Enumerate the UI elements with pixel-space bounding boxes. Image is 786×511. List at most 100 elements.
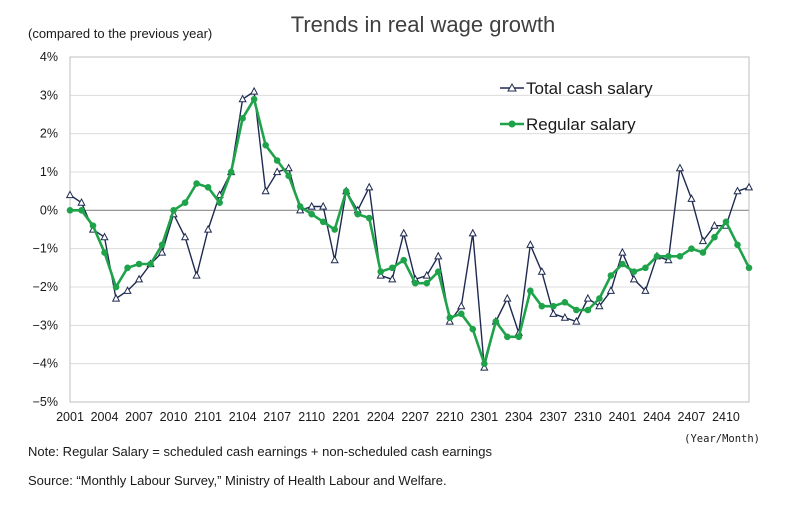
total-cash-salary-point xyxy=(77,198,86,206)
y-tick-label: 0% xyxy=(40,203,58,217)
total-cash-salary-point xyxy=(100,232,109,241)
regular-salary-point xyxy=(469,325,477,333)
regular-salary-point xyxy=(101,249,108,256)
total-cash-salary-point xyxy=(664,255,673,264)
y-tick-label: 3% xyxy=(40,88,58,102)
total-cash-salary-line xyxy=(69,90,750,369)
regular-salary-point xyxy=(285,172,292,180)
legend: Total cash salary Regular salary xyxy=(500,79,653,134)
x-tick-label: 2304 xyxy=(505,410,533,424)
y-tick-label: −2% xyxy=(33,280,58,294)
y-tick-label: −3% xyxy=(33,318,58,332)
regular-salary-point xyxy=(135,260,143,268)
regular-salary-point xyxy=(331,226,338,233)
regular-salary-point xyxy=(711,233,718,241)
x-tick-label: 2201 xyxy=(332,410,360,424)
x-tick-label: 2010 xyxy=(160,410,188,424)
x-tick-label: 2401 xyxy=(609,410,637,424)
regular-salary-point xyxy=(204,184,212,191)
total-cash-salary-point xyxy=(468,228,477,237)
regular-salary-point xyxy=(89,222,97,229)
total-cash-salary-point xyxy=(641,286,650,294)
total-cash-salary-point xyxy=(629,274,639,283)
regular-salary-point xyxy=(527,287,534,295)
regular-salary-point xyxy=(423,279,431,287)
x-tick-label: 2204 xyxy=(367,410,395,424)
chart-subtitle: (compared to the previous year) xyxy=(28,26,212,41)
x-tick-label: 2407 xyxy=(678,410,706,424)
regular-salary-point xyxy=(354,210,362,218)
total-cash-salary-point xyxy=(618,247,627,256)
regular-salary-point xyxy=(158,241,166,249)
chart-source: Source: “Monthly Labour Survey,” Ministr… xyxy=(28,473,447,488)
legend-marker-circle xyxy=(508,120,516,128)
grid-layer xyxy=(70,56,749,403)
total-cash-salary-point xyxy=(123,286,132,294)
total-cash-salary-point xyxy=(250,86,259,95)
regular-salary-point xyxy=(308,210,315,218)
regular-salary-point xyxy=(388,264,396,272)
regular-salary-point xyxy=(78,207,85,214)
total-cash-salary-point xyxy=(480,362,489,371)
regular-salary-point xyxy=(745,264,753,272)
regular-salary-point xyxy=(665,253,672,260)
total-cash-salary-point xyxy=(457,301,466,310)
total-cash-salary-point xyxy=(710,221,719,229)
regular-salary-point xyxy=(538,302,546,310)
regular-salary-point xyxy=(239,115,246,122)
regular-salary-point xyxy=(296,203,304,210)
regular-salary-point xyxy=(411,279,419,287)
regular-salary-point xyxy=(550,302,557,310)
y-tick-label: 4% xyxy=(40,50,58,64)
regular-salary-point xyxy=(170,207,177,214)
regular-salary-point xyxy=(227,168,235,176)
total-cash-salary-point xyxy=(330,255,339,264)
total-cash-salary-point xyxy=(203,224,213,233)
y-tick-label: −5% xyxy=(33,395,58,409)
regular-salary-point xyxy=(446,314,454,321)
axis-layer: 4% 3% 2% 1% 0% −1% −2% −3% −4% −5%2001 2004 2007 201… xyxy=(33,50,750,424)
total-cash-salary-point xyxy=(560,313,569,321)
regular-salary-point xyxy=(342,187,350,195)
x-tick-label: 2310 xyxy=(574,410,602,424)
total-cash-salary-point xyxy=(376,270,385,279)
total-cash-salary-point xyxy=(157,247,167,256)
legend-total-cash-salary: Total cash salary xyxy=(526,79,653,98)
regular-salary-point xyxy=(262,141,269,149)
x-tick-label: 2404 xyxy=(643,410,671,424)
y-tick-label: −4% xyxy=(33,357,58,371)
regular-salary-point xyxy=(619,260,626,268)
x-tick-label: 2104 xyxy=(229,410,257,424)
x-axis-unit-label: (Year/Month) xyxy=(684,433,760,445)
total-cash-salary-point xyxy=(365,182,374,191)
total-cash-salary-point xyxy=(687,194,696,202)
total-cash-salary-point xyxy=(537,267,546,275)
regular-salary-point xyxy=(676,253,684,260)
total-cash-salary-point xyxy=(238,94,247,103)
regular-salary-point xyxy=(607,272,615,279)
total-cash-salary-point xyxy=(192,270,201,279)
regular-salary-point xyxy=(573,306,580,314)
regular-salary-point xyxy=(181,199,189,206)
total-cash-salary-point xyxy=(399,228,408,237)
chart-note: Note: Regular Salary = scheduled cash ea… xyxy=(28,444,492,459)
y-tick-label: 1% xyxy=(40,165,58,179)
x-tick-label: 2207 xyxy=(401,410,429,424)
y-tick-label: −1% xyxy=(33,242,58,256)
regular-salary-point xyxy=(66,207,74,214)
regular-salary-point xyxy=(653,253,661,260)
x-tick-label: 2007 xyxy=(125,410,153,424)
total-cash-salary-point xyxy=(319,201,328,210)
total-cash-salary-point xyxy=(65,190,75,199)
total-cash-salary-point xyxy=(261,186,270,195)
regular-salary-point xyxy=(377,268,385,275)
regular-salary-point xyxy=(400,256,408,264)
regular-salary-point xyxy=(699,249,707,256)
total-cash-salary-point xyxy=(445,316,454,325)
x-tick-label: 2210 xyxy=(436,410,464,424)
total-cash-salary-point xyxy=(434,251,443,260)
total-cash-salary-point xyxy=(422,270,431,279)
total-cash-salary-point xyxy=(595,301,604,310)
regular-salary-line xyxy=(70,97,751,366)
total-cash-salary-point xyxy=(583,293,593,302)
